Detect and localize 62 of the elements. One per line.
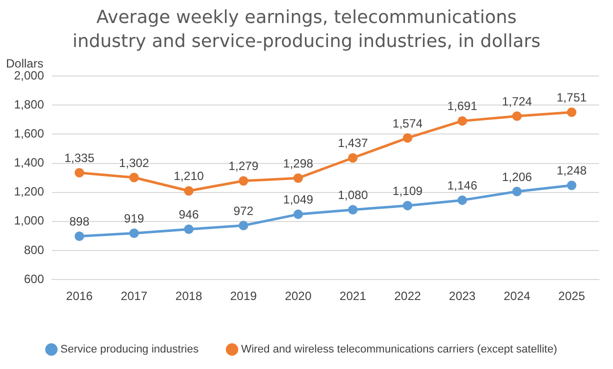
data-label: 1,335 — [64, 151, 95, 166]
point — [74, 232, 84, 242]
data-label: 972 — [233, 204, 254, 218]
data-label: 1,724 — [502, 94, 532, 108]
data-label: 1,206 — [502, 170, 532, 184]
data-label: 1,298 — [283, 156, 314, 170]
x-tick-label: 2021 — [340, 289, 367, 304]
point — [566, 180, 576, 190]
y-tick-label: 600 — [24, 272, 44, 286]
legend-label: Service producing industries — [60, 344, 200, 356]
data-label: 1,574 — [392, 116, 423, 130]
data-label: 1,437 — [338, 136, 368, 150]
point — [458, 195, 468, 205]
data-label: 1,751 — [556, 90, 587, 105]
chart-title: Average weekly earnings, telecommunications industry and service-producing industries, in dollars — [71, 6, 542, 54]
x-tick-label: 2020 — [284, 289, 312, 304]
point — [129, 228, 139, 238]
point — [512, 186, 522, 196]
point — [458, 116, 468, 126]
y-tick-label: 800 — [24, 242, 44, 257]
x-tick-label: 2024 — [504, 289, 531, 304]
x-tick-label: 2019 — [230, 289, 258, 304]
y-tick-label: 1,000 — [14, 214, 44, 228]
data-label: 1,691 — [447, 99, 478, 114]
point — [348, 153, 358, 163]
x-tick-label: 2018 — [175, 289, 202, 304]
point — [512, 111, 522, 121]
point — [74, 168, 84, 178]
data-label: 919 — [124, 212, 144, 226]
data-label: 1,279 — [228, 159, 259, 174]
point — [238, 176, 248, 186]
data-label: 1,146 — [447, 178, 478, 193]
data-label: 1,210 — [174, 169, 204, 184]
x-tick-label: 2016 — [66, 289, 94, 304]
x-tick-label: 2025 — [558, 289, 586, 304]
data-label: 1,302 — [119, 156, 150, 170]
y-tick-label: 1,200 — [14, 184, 44, 199]
point — [293, 210, 303, 220]
x-tick-label: 2023 — [448, 289, 476, 304]
y-tick-label: 1,400 — [14, 156, 44, 170]
x-tick-label: 2022 — [394, 289, 422, 304]
data-label: 1,248 — [556, 164, 587, 178]
point — [129, 172, 139, 182]
y-tick-label: 1,600 — [14, 126, 44, 140]
y-tick-label: 1,800 — [14, 97, 44, 112]
point — [184, 224, 194, 234]
data-label: 898 — [69, 214, 90, 229]
data-label: 946 — [178, 208, 200, 222]
point — [566, 107, 576, 117]
point — [293, 173, 303, 183]
legend-label: Wired and wireless telecommunications carriers (except satellite) — [241, 344, 558, 356]
point — [184, 186, 194, 196]
data-label: 1,080 — [338, 188, 368, 202]
point — [348, 205, 358, 215]
x-tick-label: 2017 — [120, 289, 148, 304]
data-label: 1,109 — [392, 184, 423, 198]
y-tick-label: 2,000 — [14, 68, 44, 82]
point — [402, 200, 412, 210]
y-axis-title: Dollars — [6, 56, 44, 70]
data-label: 1,049 — [283, 192, 314, 207]
point — [238, 220, 248, 230]
point — [402, 133, 412, 143]
